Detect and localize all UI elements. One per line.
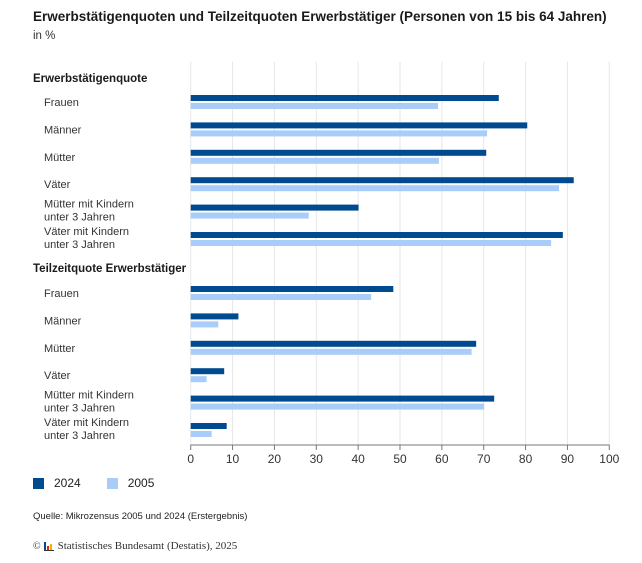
x-tick-label: 100	[599, 452, 619, 466]
copyright: © Statistisches Bundesamt (Destatis), 20…	[33, 540, 237, 552]
destatis-logo-icon	[43, 541, 54, 551]
copyright-text: Statistisches Bundesamt (Destatis), 2025	[57, 540, 238, 552]
x-tick-label: 0	[187, 452, 194, 466]
legend-item-2024[interactable]: 2024	[33, 476, 81, 490]
legend-label-2005: 2005	[127, 476, 155, 490]
bar-2005	[190, 321, 219, 328]
x-tick-label: 60	[435, 452, 449, 466]
category-label: Männer	[44, 124, 82, 136]
category-label: Mütter mit Kindern unter 3 Jahren	[44, 390, 134, 415]
copyright-symbol: ©	[33, 540, 41, 552]
bar-2024	[190, 368, 225, 375]
bar-2024	[190, 286, 394, 292]
bar-2024	[190, 204, 359, 211]
bar-2005	[190, 130, 488, 137]
chart-title: Erwerbstätigenquoten und Teilzeitquoten …	[33, 9, 607, 24]
bar-2024	[190, 177, 574, 184]
legend: 2024 2005	[33, 476, 180, 490]
bar-2024	[190, 313, 239, 320]
x-tick-label: 90	[561, 452, 575, 466]
bar-2005	[190, 240, 552, 246]
category-label: Väter mit Kindern unter 3 Jahren	[44, 417, 129, 442]
bar-2005	[190, 348, 472, 355]
x-tick-label: 70	[477, 452, 491, 466]
category-label: Mütter mit Kindern unter 3 Jahren	[44, 199, 134, 224]
chart-subtitle: in %	[33, 30, 56, 42]
bar-2024	[190, 395, 495, 402]
bar-2005	[190, 157, 439, 164]
x-tick-label: 30	[310, 452, 324, 466]
x-tick-label: 10	[226, 452, 240, 466]
x-tick-label: 20	[268, 452, 282, 466]
bar-2024	[190, 95, 499, 101]
bar-2024	[190, 340, 477, 347]
category-label: Väter	[44, 179, 71, 191]
bar-2005	[190, 185, 560, 192]
x-tick-label: 80	[519, 452, 533, 466]
bar-2024	[190, 232, 563, 238]
bar-2005	[190, 376, 207, 383]
category-label: Mütter	[44, 343, 76, 355]
legend-label-2024: 2024	[54, 476, 81, 490]
bar-2005	[190, 431, 212, 437]
bar-2005	[190, 212, 309, 219]
bar-2024	[190, 423, 227, 429]
x-tick-label: 50	[393, 452, 407, 466]
bar-2005	[190, 103, 439, 109]
bar-2024	[190, 122, 528, 129]
group-label: Teilzeitquote Erwerbstätiger	[33, 263, 187, 275]
category-label: Väter	[44, 370, 71, 382]
category-label: Frauen	[44, 288, 79, 300]
bar-2005	[190, 403, 485, 410]
bar-2024	[190, 149, 487, 156]
bar-2005	[190, 294, 372, 300]
x-tick-label: 40	[351, 452, 365, 466]
legend-swatch-2024	[33, 477, 44, 489]
bar-chart: 0 10 20 30 40 50 60 70 80 90 100 Erwerbstätigenquot…	[33, 62, 620, 466]
category-label: Mütter	[44, 152, 76, 164]
group-label: Erwerbstätigenquote	[33, 73, 147, 85]
category-label: Frauen	[44, 97, 79, 109]
legend-item-2005[interactable]: 2005	[106, 476, 155, 490]
legend-swatch-2005	[106, 477, 118, 489]
category-label: Väter mit Kindern unter 3 Jahren	[44, 226, 129, 251]
source-note: Quelle: Mikrozensus 2005 und 2024 (Erste…	[33, 511, 248, 522]
category-label: Männer	[44, 315, 82, 327]
